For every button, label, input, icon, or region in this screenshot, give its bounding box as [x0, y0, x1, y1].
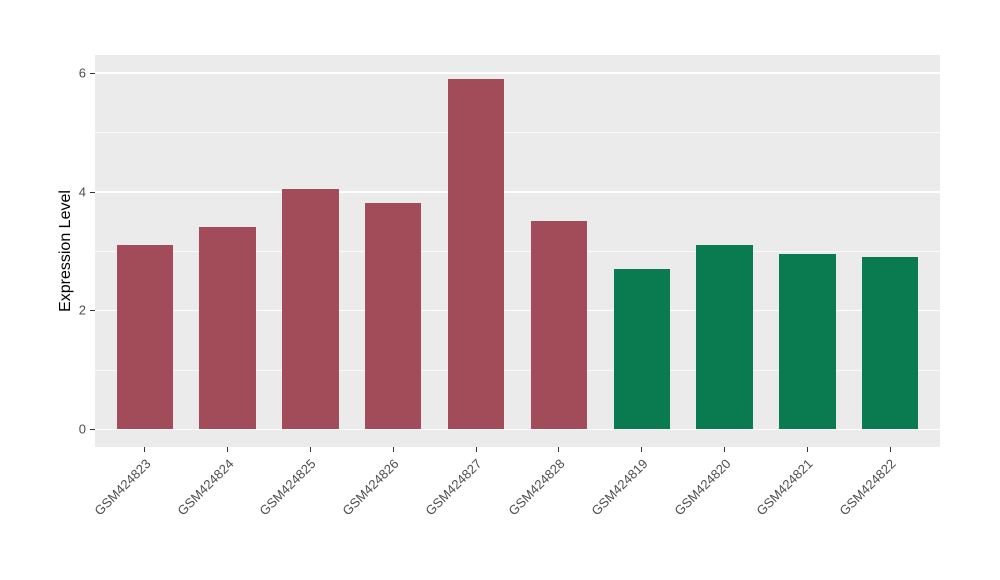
- x-tick-mark: [889, 447, 891, 452]
- y-tick-label: 4: [78, 184, 86, 200]
- bar: [779, 253, 836, 430]
- bar: [696, 245, 753, 430]
- y-tick-label: 2: [78, 302, 86, 318]
- bar: [862, 256, 919, 430]
- bar: [199, 227, 256, 430]
- gridline-major: [95, 309, 940, 312]
- bar: [613, 268, 670, 430]
- gridline-minor: [95, 132, 940, 134]
- y-tick-mark: [90, 310, 95, 312]
- x-tick-mark: [641, 447, 643, 452]
- gridline-major: [95, 428, 940, 431]
- x-tick-mark: [475, 447, 477, 452]
- x-tick-mark: [144, 447, 146, 452]
- bar: [447, 78, 505, 430]
- x-tick-label: GSM424823: [91, 456, 154, 519]
- x-tick-label: GSM424825: [256, 456, 320, 519]
- x-tick-label: GSM424826: [339, 456, 402, 519]
- y-tick-label: 6: [78, 65, 86, 81]
- gridline-minor: [95, 251, 940, 252]
- x-tick-label: GSM424824: [173, 456, 237, 519]
- bar: [365, 203, 422, 430]
- x-tick-mark: [309, 447, 311, 452]
- y-axis-title: Expression Level: [57, 190, 74, 312]
- bar: [116, 245, 173, 430]
- x-tick-mark: [392, 447, 394, 452]
- x-tick-label: GSM424820: [670, 456, 734, 519]
- x-tick-mark: [558, 447, 560, 452]
- y-tick-label: 0: [78, 421, 86, 437]
- bar: [282, 188, 339, 430]
- x-tick-mark: [227, 447, 229, 452]
- gridline-major: [95, 72, 940, 74]
- x-tick-label: GSM424828: [505, 456, 568, 519]
- y-tick-mark: [90, 429, 95, 431]
- y-tick-mark: [90, 72, 95, 74]
- gridline-major: [95, 191, 940, 193]
- x-tick-label: GSM424821: [753, 456, 817, 519]
- x-tick-label: GSM424822: [836, 456, 899, 519]
- x-tick-label: GSM424827: [422, 456, 485, 519]
- bar: [530, 221, 588, 430]
- x-tick-label: GSM424819: [588, 456, 651, 519]
- gridline-minor: [95, 369, 940, 371]
- x-tick-mark: [724, 447, 726, 452]
- plot-panel: [95, 55, 940, 447]
- x-tick-mark: [806, 447, 808, 452]
- y-tick-mark: [90, 191, 95, 193]
